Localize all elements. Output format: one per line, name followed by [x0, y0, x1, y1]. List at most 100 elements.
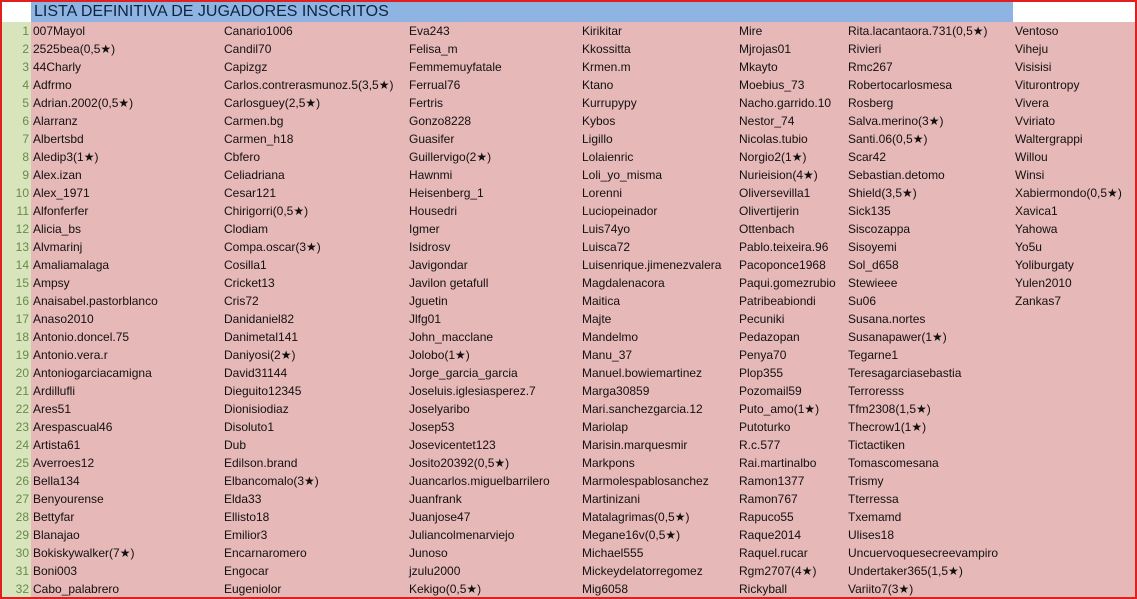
- player-cell[interactable]: Paqui.gomezrubio: [739, 276, 836, 290]
- player-cell[interactable]: Manuel.bowiemartinez: [582, 366, 703, 380]
- player-cell[interactable]: Olivertijerin: [739, 204, 800, 218]
- player-cell[interactable]: Dieguito12345: [224, 384, 302, 398]
- player-cell[interactable]: Amaliamalaga: [33, 258, 110, 272]
- player-cell[interactable]: Juliancolmenarviejo: [409, 528, 515, 542]
- player-cell[interactable]: Canario1006: [224, 24, 293, 38]
- player-cell[interactable]: Adrian.2002(0,5★): [33, 96, 134, 110]
- player-cell[interactable]: Vviriato: [1015, 114, 1056, 128]
- player-cell[interactable]: Jorge_garcia_garcia: [409, 366, 518, 380]
- player-cell[interactable]: Marga30859: [582, 384, 650, 398]
- player-cell[interactable]: Penya70: [739, 348, 787, 362]
- player-cell[interactable]: Visisisi: [1015, 60, 1052, 74]
- row-number[interactable]: 23: [15, 420, 29, 434]
- player-cell[interactable]: David31144: [224, 366, 288, 380]
- player-cell[interactable]: Artista61: [33, 438, 81, 452]
- player-cell[interactable]: Alarranz: [33, 114, 78, 128]
- player-cell[interactable]: Tictactiken: [848, 438, 905, 452]
- row-number[interactable]: 5: [22, 96, 29, 110]
- player-cell[interactable]: Yo5u: [1015, 240, 1042, 254]
- player-cell[interactable]: Cris72: [224, 294, 259, 308]
- player-cell[interactable]: Anaisabel.pastorblanco: [33, 294, 158, 308]
- player-cell[interactable]: Robertocarlosmesa: [848, 78, 953, 92]
- player-cell[interactable]: Josevicentet123: [409, 438, 496, 452]
- player-cell[interactable]: Ellisto18: [224, 510, 270, 524]
- row-number[interactable]: 19: [15, 348, 29, 362]
- player-cell[interactable]: Antonio.vera.r: [33, 348, 108, 362]
- player-cell[interactable]: Puto_amo(1★): [739, 402, 820, 416]
- player-cell[interactable]: Mig6058: [582, 582, 629, 596]
- player-cell[interactable]: Antoniogarciacamigna: [33, 366, 152, 380]
- player-cell[interactable]: Bokiskywalker(7★): [33, 546, 135, 560]
- row-number[interactable]: 29: [15, 528, 29, 542]
- row-number[interactable]: 26: [15, 474, 29, 488]
- player-cell[interactable]: Luisenrique.jimenezvalera: [582, 258, 722, 272]
- player-cell[interactable]: Yulen2010: [1015, 276, 1072, 290]
- row-number[interactable]: 25: [15, 456, 29, 470]
- player-cell[interactable]: Viheju: [1015, 42, 1049, 56]
- player-cell[interactable]: Jolobo(1★): [409, 348, 470, 362]
- player-cell[interactable]: Mari.sanchezgarcia.12: [582, 402, 703, 416]
- player-cell[interactable]: 44Charly: [33, 60, 82, 74]
- player-cell[interactable]: Danimetal141: [224, 330, 299, 344]
- player-cell[interactable]: Rickyball: [739, 582, 788, 596]
- player-cell[interactable]: R.c.577: [739, 438, 781, 452]
- player-cell[interactable]: Susanapawer(1★): [848, 330, 947, 344]
- player-cell[interactable]: Felisa_m: [409, 42, 458, 56]
- player-cell[interactable]: Lolaienric: [582, 150, 634, 164]
- player-cell[interactable]: Tomascomesana: [848, 456, 939, 470]
- row-number[interactable]: 13: [15, 240, 29, 254]
- player-cell[interactable]: Josito20392(0,5★): [409, 456, 510, 470]
- player-cell[interactable]: Housedri: [409, 204, 458, 218]
- player-cell[interactable]: Rapuco55: [739, 510, 794, 524]
- player-cell[interactable]: 007Mayol: [33, 24, 86, 38]
- player-cell[interactable]: Junoso: [409, 546, 448, 560]
- player-cell[interactable]: Mjrojas01: [739, 42, 792, 56]
- row-number[interactable]: 9: [22, 168, 29, 182]
- player-cell[interactable]: Alicia_bs: [33, 222, 82, 236]
- player-cell[interactable]: 2525bea(0,5★): [33, 42, 116, 56]
- player-cell[interactable]: Rivieri: [848, 42, 882, 56]
- player-cell[interactable]: Ulises18: [848, 528, 895, 542]
- row-number[interactable]: 31: [15, 564, 29, 578]
- player-cell[interactable]: Kirikitar: [582, 24, 623, 38]
- player-cell[interactable]: Tegarne1: [848, 348, 899, 362]
- player-cell[interactable]: Heisenberg_1: [409, 186, 484, 200]
- player-cell[interactable]: Candil70: [224, 42, 272, 56]
- row-number[interactable]: 15: [15, 276, 29, 290]
- player-cell[interactable]: Gonzo8228: [409, 114, 472, 128]
- player-cell[interactable]: Plop355: [739, 366, 784, 380]
- player-cell[interactable]: Yoliburgaty: [1015, 258, 1074, 272]
- player-cell[interactable]: Bella134: [33, 474, 80, 488]
- player-cell[interactable]: Kurrupypy: [582, 96, 637, 110]
- player-cell[interactable]: Luciopeinador: [582, 204, 658, 218]
- player-cell[interactable]: Jguetin: [409, 294, 448, 308]
- player-cell[interactable]: Terroresss: [848, 384, 905, 398]
- player-cell[interactable]: Mandelmo: [582, 330, 639, 344]
- player-cell[interactable]: Rgm2707(4★): [739, 564, 817, 578]
- player-cell[interactable]: Celiadriana: [224, 168, 285, 182]
- row-number[interactable]: 27: [15, 492, 29, 506]
- player-cell[interactable]: Rai.martinalbo: [739, 456, 817, 470]
- player-cell[interactable]: Marmolespablosanchez: [582, 474, 709, 488]
- player-cell[interactable]: Susana.nortes: [848, 312, 926, 326]
- player-cell[interactable]: Anaso2010: [33, 312, 94, 326]
- player-cell[interactable]: Zankas7: [1015, 294, 1062, 308]
- player-cell[interactable]: Femmemuyfatale: [409, 60, 502, 74]
- row-number[interactable]: 12: [15, 222, 29, 236]
- player-cell[interactable]: Waltergrappi: [1015, 132, 1083, 146]
- row-number[interactable]: 8: [22, 150, 29, 164]
- player-cell[interactable]: Blanajao: [33, 528, 80, 542]
- player-cell[interactable]: Michael555: [582, 546, 644, 560]
- player-cell[interactable]: Juanjose47: [409, 510, 471, 524]
- player-cell[interactable]: Moebius_73: [739, 78, 805, 92]
- player-cell[interactable]: Cricket13: [224, 276, 275, 290]
- row-number[interactable]: 16: [15, 294, 29, 308]
- player-cell[interactable]: Capizgz: [224, 60, 268, 74]
- player-cell[interactable]: Alex_1971: [33, 186, 90, 200]
- player-cell[interactable]: Willou: [1015, 150, 1048, 164]
- player-cell[interactable]: Siscozappa: [848, 222, 911, 236]
- player-cell[interactable]: Ramon1377: [739, 474, 805, 488]
- row-number[interactable]: 14: [15, 258, 29, 272]
- row-number[interactable]: 10: [15, 186, 29, 200]
- player-cell[interactable]: Kekigo(0,5★): [409, 582, 482, 596]
